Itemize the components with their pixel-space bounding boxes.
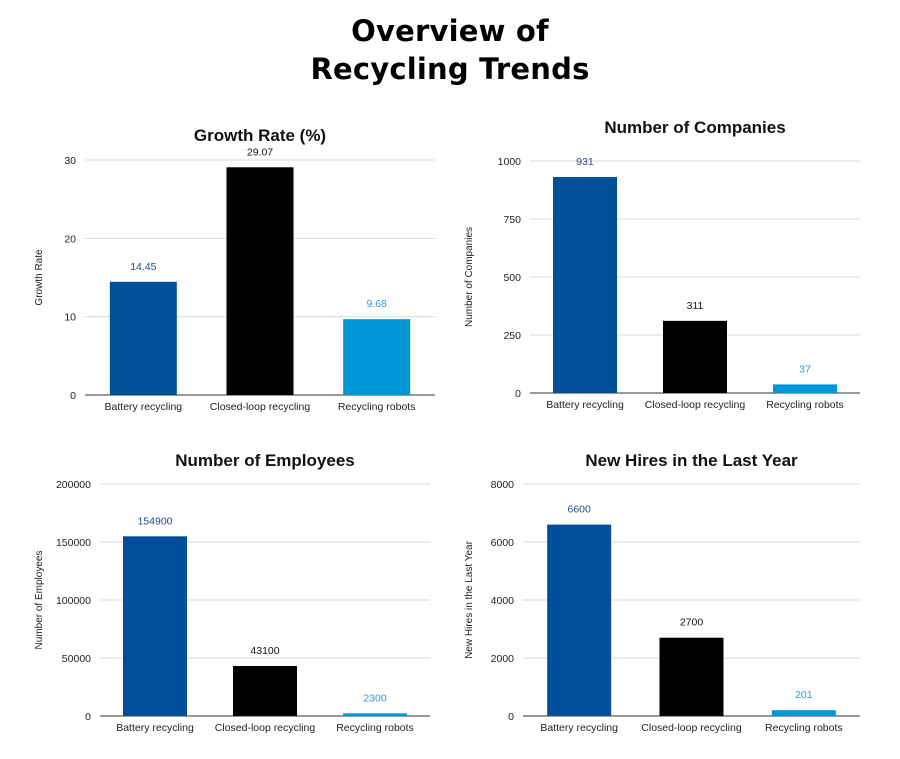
bar-recycling-robots (771, 710, 836, 716)
y-tick-label: 8000 (491, 479, 515, 491)
data-label-recycling-robots: 2300 (363, 692, 387, 704)
category-label-recycling-robots: Recycling robots (766, 399, 844, 411)
chart-title: Number of Employees (175, 451, 355, 470)
category-label-closed-loop-recycling: Closed-loop recycling (641, 722, 742, 734)
y-tick-label: 50000 (62, 653, 91, 665)
y-tick-label: 10 (64, 312, 76, 324)
y-tick-label: 250 (503, 330, 521, 342)
y-axis-label: Growth Rate (34, 249, 45, 306)
bar-battery-recycling (109, 281, 177, 395)
category-label-closed-loop-recycling: Closed-loop recycling (645, 399, 746, 411)
data-label-battery-recycling: 154900 (137, 515, 172, 527)
category-label-recycling-robots: Recycling robots (338, 401, 416, 413)
category-label-closed-loop-recycling: Closed-loop recycling (210, 401, 311, 413)
y-tick-label: 200000 (56, 479, 91, 491)
bar-battery-recycling (123, 536, 187, 716)
companies-chart: Number of Companies 0 250 500 750 1000 Number … (464, 118, 860, 411)
data-label-closed-loop-recycling: 311 (687, 300, 704, 312)
bar-recycling-robots (343, 713, 407, 716)
y-tick-label: 4000 (491, 595, 515, 607)
page-title-line-2: Recycling Trends (310, 52, 590, 86)
bar-closed-loop-recycling (663, 320, 727, 393)
new-hires-chart: New Hires in the Last Year 0 2000 4000 6000 8… (464, 451, 860, 734)
y-axis-label: Number of Companies (464, 227, 475, 327)
data-label-battery-recycling: 14.45 (130, 261, 156, 273)
category-label-battery-recycling: Battery recycling (540, 722, 618, 734)
data-label-recycling-robots: 201 (795, 689, 813, 701)
page-title-line-1: Overview of (351, 14, 549, 48)
y-tick-label: 500 (503, 272, 521, 284)
y-tick-label: 0 (70, 390, 76, 402)
y-tick-label: 20 (64, 233, 76, 245)
y-tick-label: 30 (64, 155, 76, 167)
data-label-battery-recycling: 6600 (567, 504, 591, 516)
category-label-recycling-robots: Recycling robots (336, 722, 414, 734)
category-label-battery-recycling: Battery recycling (105, 401, 183, 413)
category-label-battery-recycling: Battery recycling (116, 722, 194, 734)
y-tick-label: 6000 (491, 537, 515, 549)
growth-rate-chart: Growth Rate (%) 0 10 20 30 Growth Rate 14.45 Ba… (34, 126, 435, 413)
chart-title: Number of Companies (604, 118, 785, 137)
bar-battery-recycling (547, 524, 612, 716)
category-label-recycling-robots: Recycling robots (765, 722, 843, 734)
data-label-battery-recycling: 931 (576, 156, 594, 168)
bar-battery-recycling (553, 177, 617, 393)
y-tick-label: 150000 (56, 537, 91, 549)
data-label-recycling-robots: 37 (799, 363, 811, 375)
y-tick-label: 0 (85, 711, 91, 723)
chart-title: New Hires in the Last Year (585, 451, 798, 470)
data-label-recycling-robots: 9.68 (366, 298, 387, 310)
y-tick-label: 100000 (56, 595, 91, 607)
bar-recycling-robots (343, 319, 411, 395)
data-label-closed-loop-recycling: 29.07 (247, 146, 273, 158)
bar-closed-loop-recycling (659, 637, 724, 716)
y-tick-label: 1000 (498, 156, 522, 168)
y-tick-label: 0 (515, 388, 521, 400)
bar-closed-loop-recycling (226, 167, 294, 395)
bar-closed-loop-recycling (233, 666, 297, 716)
y-axis-label: Number of Employees (34, 551, 45, 650)
category-label-closed-loop-recycling: Closed-loop recycling (215, 722, 316, 734)
y-tick-label: 750 (503, 214, 521, 226)
employees-chart: Number of Employees 0 50000 100000 150000 200… (34, 451, 430, 734)
y-axis-label: New Hires in the Last Year (464, 540, 475, 659)
chart-title: Growth Rate (%) (194, 126, 326, 145)
y-tick-label: 2000 (491, 653, 515, 665)
data-label-closed-loop-recycling: 2700 (680, 617, 704, 629)
page-title: Overview of Recycling Trends (0, 12, 900, 88)
data-label-closed-loop-recycling: 43100 (250, 645, 279, 657)
y-tick-label: 0 (508, 711, 514, 723)
category-label-battery-recycling: Battery recycling (546, 399, 624, 411)
bar-recycling-robots (773, 384, 837, 393)
